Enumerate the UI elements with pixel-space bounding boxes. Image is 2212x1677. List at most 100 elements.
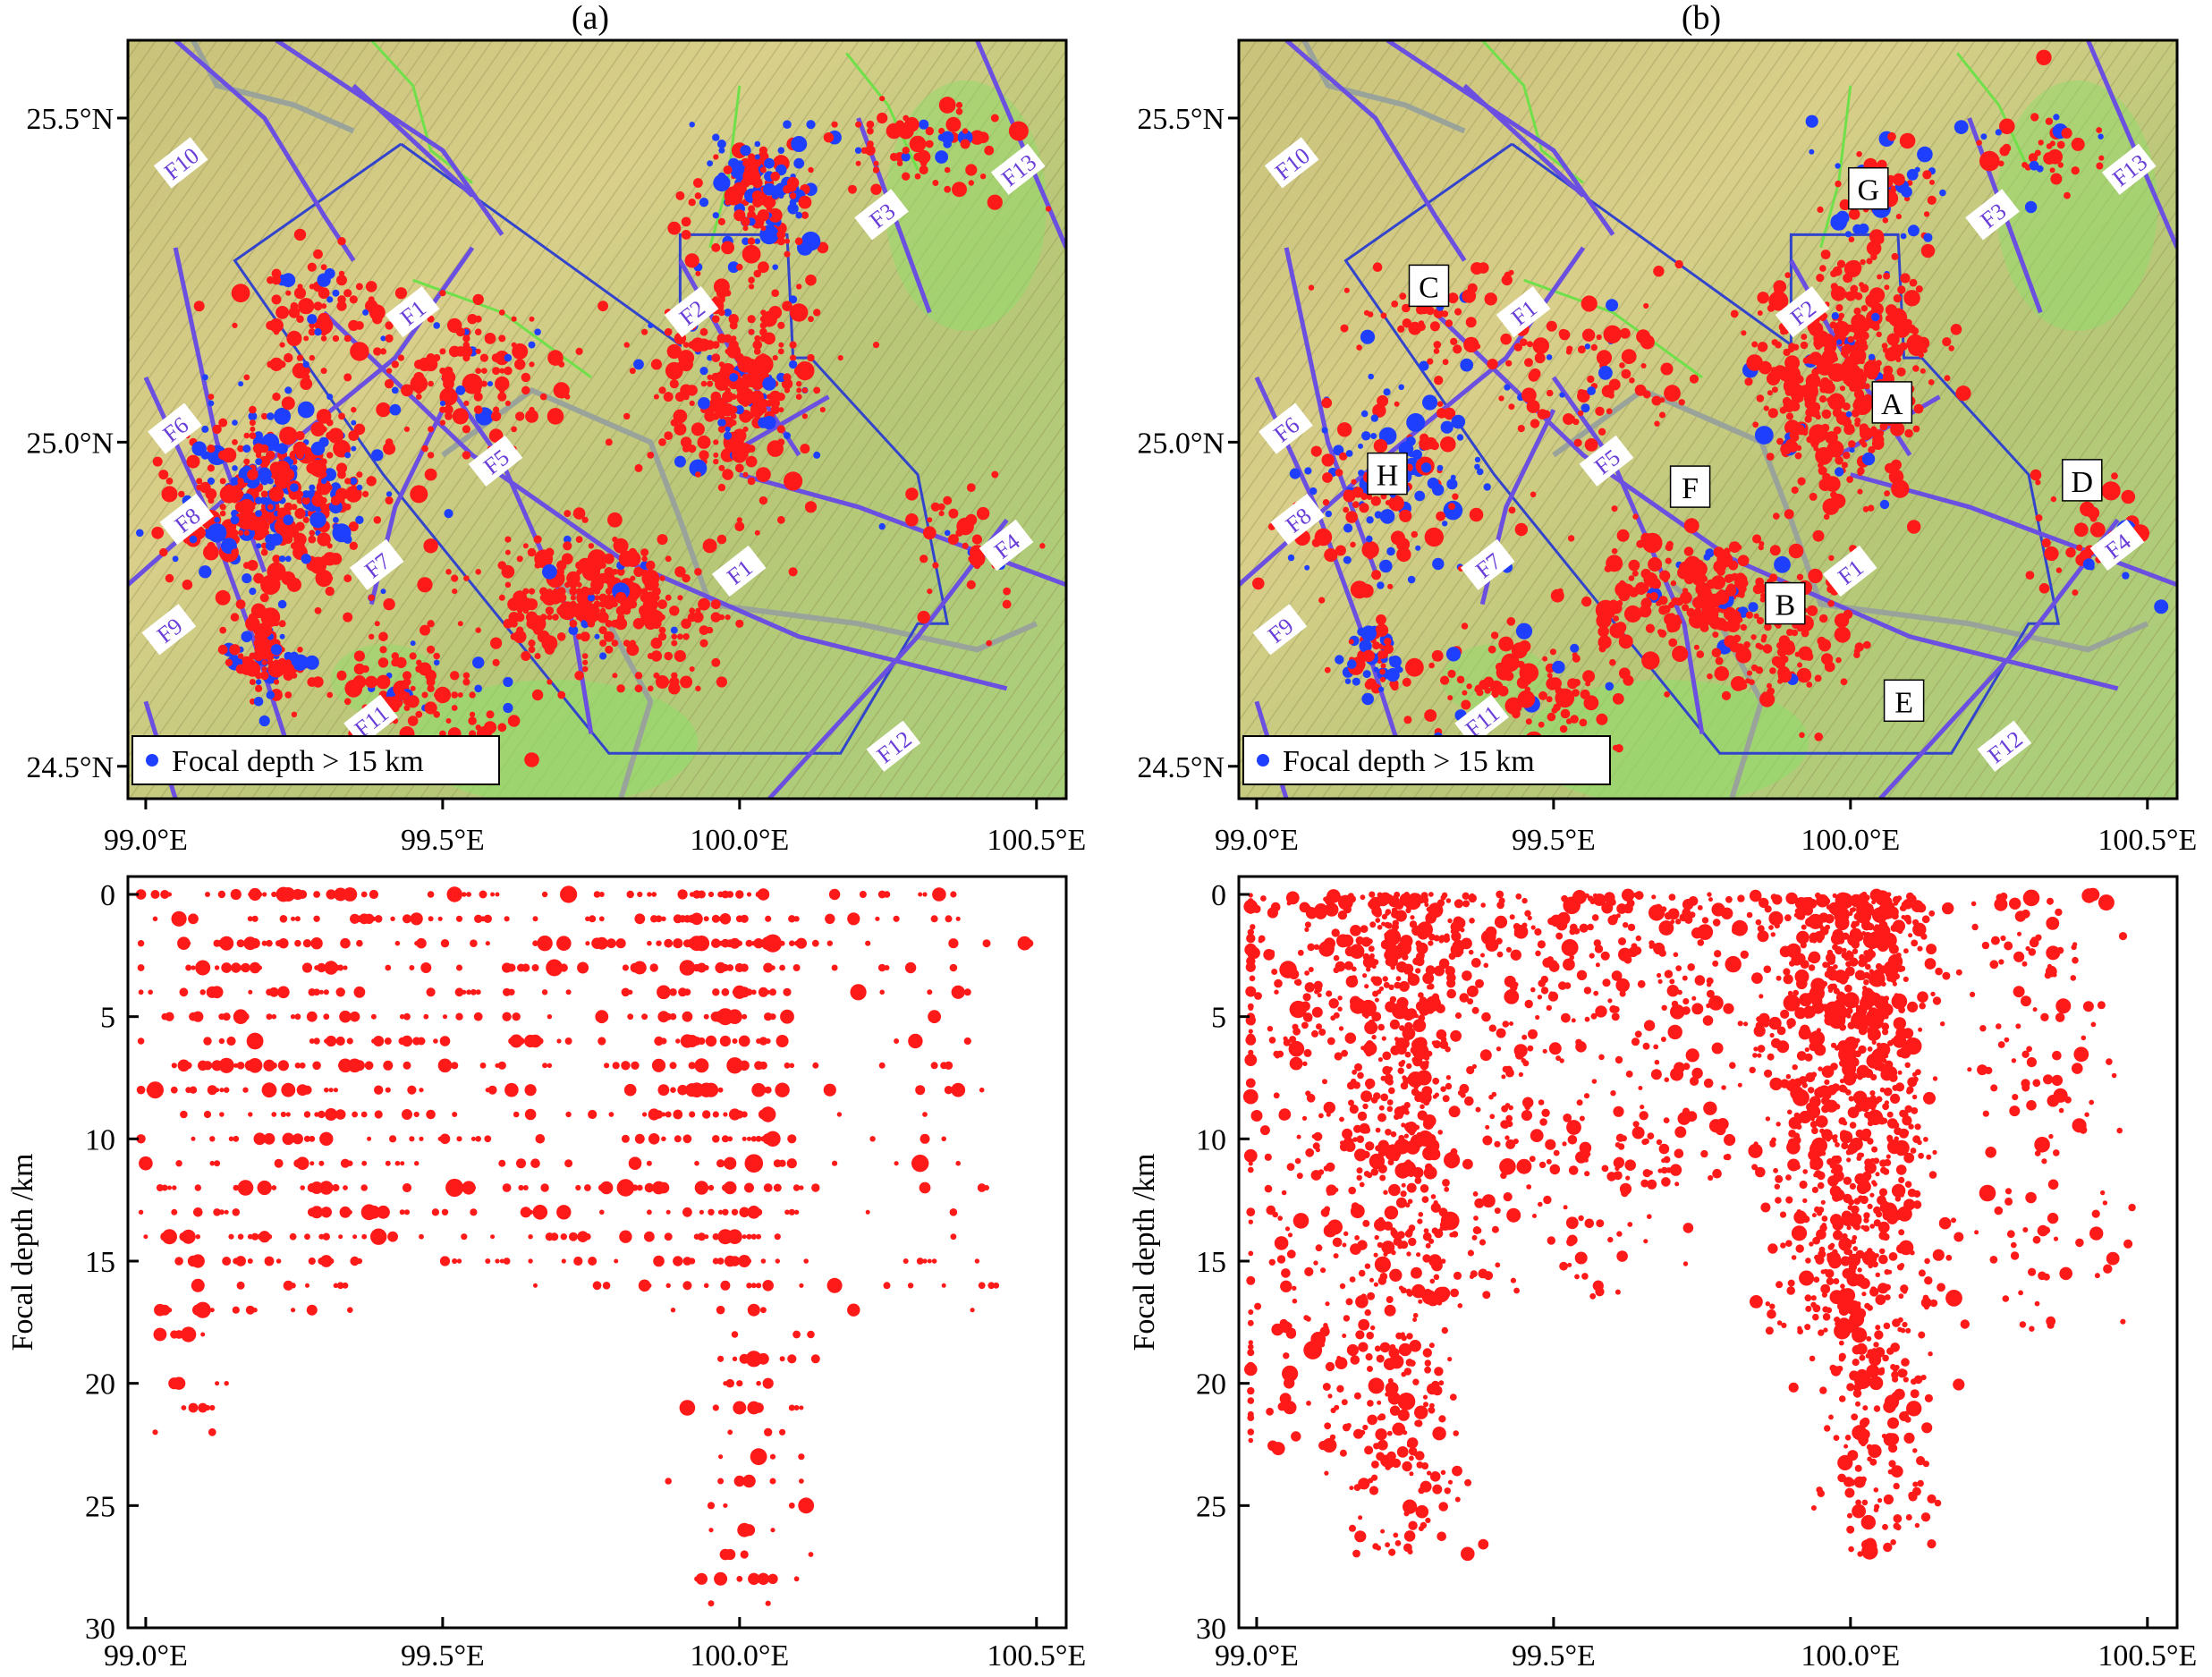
deep-epicenter xyxy=(1445,647,1462,662)
hypocenter xyxy=(412,1037,421,1046)
hypocenter xyxy=(1440,1469,1446,1476)
epicenter xyxy=(284,535,293,545)
epicenter xyxy=(1802,357,1810,364)
deep-epicenter xyxy=(1871,312,1880,322)
hypocenter xyxy=(1244,1054,1258,1066)
epicenter xyxy=(1643,302,1649,309)
epicenter xyxy=(905,487,919,501)
epicenter xyxy=(249,419,256,427)
epicenter xyxy=(1693,644,1699,650)
hypocenter xyxy=(636,1184,643,1191)
epicenter xyxy=(1379,676,1386,682)
hypocenter xyxy=(963,988,971,996)
hypocenter xyxy=(1362,1219,1370,1227)
epicenter xyxy=(855,160,861,166)
hypocenter xyxy=(320,1207,332,1218)
deep-epicenter xyxy=(1836,339,1843,345)
epicenter xyxy=(1847,335,1854,343)
deep-epicenter xyxy=(309,484,316,491)
hypocenter xyxy=(708,1208,715,1216)
deep-epicenter xyxy=(542,563,557,580)
epicenter xyxy=(1833,320,1851,338)
hypocenter xyxy=(224,1209,229,1215)
epicenter xyxy=(296,315,304,324)
epicenter xyxy=(1454,308,1462,316)
hypocenter xyxy=(209,1404,216,1411)
epicenter xyxy=(630,575,636,581)
hypocenter xyxy=(470,1208,478,1216)
epicenter xyxy=(1039,543,1046,549)
deep-epicenter xyxy=(1379,559,1393,573)
epicenter xyxy=(1683,546,1694,556)
hypocenter xyxy=(1324,1470,1329,1476)
epicenter xyxy=(1500,333,1512,345)
epicenter xyxy=(1839,385,1846,392)
hypocenter xyxy=(712,1258,719,1265)
epicenter xyxy=(1840,678,1848,686)
epicenter xyxy=(1942,337,1952,347)
hypocenter xyxy=(634,913,646,925)
deep-epicenter xyxy=(279,633,285,639)
epicenter xyxy=(721,241,734,255)
epicenter xyxy=(282,663,295,675)
hypocenter xyxy=(369,889,378,900)
fault-label-box xyxy=(1965,189,2020,241)
hypocenter xyxy=(760,1088,767,1093)
epicenter xyxy=(457,692,463,698)
deep-epicenter xyxy=(2154,599,2169,614)
hypocenter xyxy=(598,916,605,922)
epicenter xyxy=(1619,327,1631,339)
legend: Focal depth > 15 km xyxy=(131,735,500,785)
epicenter xyxy=(285,290,292,296)
hypocenter xyxy=(1250,1110,1263,1122)
epicenter xyxy=(938,127,945,135)
hypocenter xyxy=(1428,892,1434,897)
epicenter xyxy=(713,355,719,361)
epicenter xyxy=(547,408,564,425)
epicenter xyxy=(288,487,301,500)
hypocenter xyxy=(537,1208,544,1215)
epicenter xyxy=(1998,160,2004,167)
epicenter xyxy=(231,548,239,556)
epicenter xyxy=(225,658,233,666)
epicenter xyxy=(790,303,809,322)
epicenter xyxy=(1795,375,1804,384)
epicenter xyxy=(1350,580,1369,599)
epicenter xyxy=(1832,355,1838,362)
hypocenter xyxy=(384,1038,392,1045)
epicenter xyxy=(384,378,394,389)
epicenter xyxy=(1787,441,1799,453)
epicenter xyxy=(626,643,640,656)
hypocenter xyxy=(984,1185,989,1190)
epicenter xyxy=(603,553,614,564)
epicenter xyxy=(1882,217,1889,224)
hypocenter xyxy=(1289,1036,1297,1044)
epicenter xyxy=(1569,415,1575,422)
hypocenter xyxy=(1311,1006,1323,1018)
fault-label-box xyxy=(141,604,197,656)
epicenter xyxy=(373,516,382,524)
epicenter xyxy=(605,645,614,654)
hypocenter xyxy=(338,1234,343,1240)
hypocenter xyxy=(1288,1040,1305,1057)
hypocenter xyxy=(1327,1393,1333,1399)
epicenter xyxy=(529,615,547,632)
hypocenter xyxy=(231,962,242,973)
epicenter xyxy=(208,394,215,400)
hypocenter xyxy=(547,1063,553,1069)
epicenter xyxy=(1376,614,1386,625)
deep-epicenter xyxy=(1831,312,1839,320)
epicenter xyxy=(525,410,538,423)
epicenter xyxy=(1470,262,1484,275)
hypocenter xyxy=(1377,1439,1388,1451)
hypocenter xyxy=(665,1283,671,1289)
hypocenter xyxy=(756,1234,761,1240)
hypocenter xyxy=(1378,1413,1386,1421)
epicenter xyxy=(249,405,257,414)
deep-epicenter xyxy=(944,529,951,537)
epicenter xyxy=(1839,199,1851,210)
hypocenter xyxy=(682,963,692,972)
epicenter xyxy=(1703,590,1714,602)
epicenter xyxy=(290,301,299,310)
epicenter xyxy=(161,486,178,503)
